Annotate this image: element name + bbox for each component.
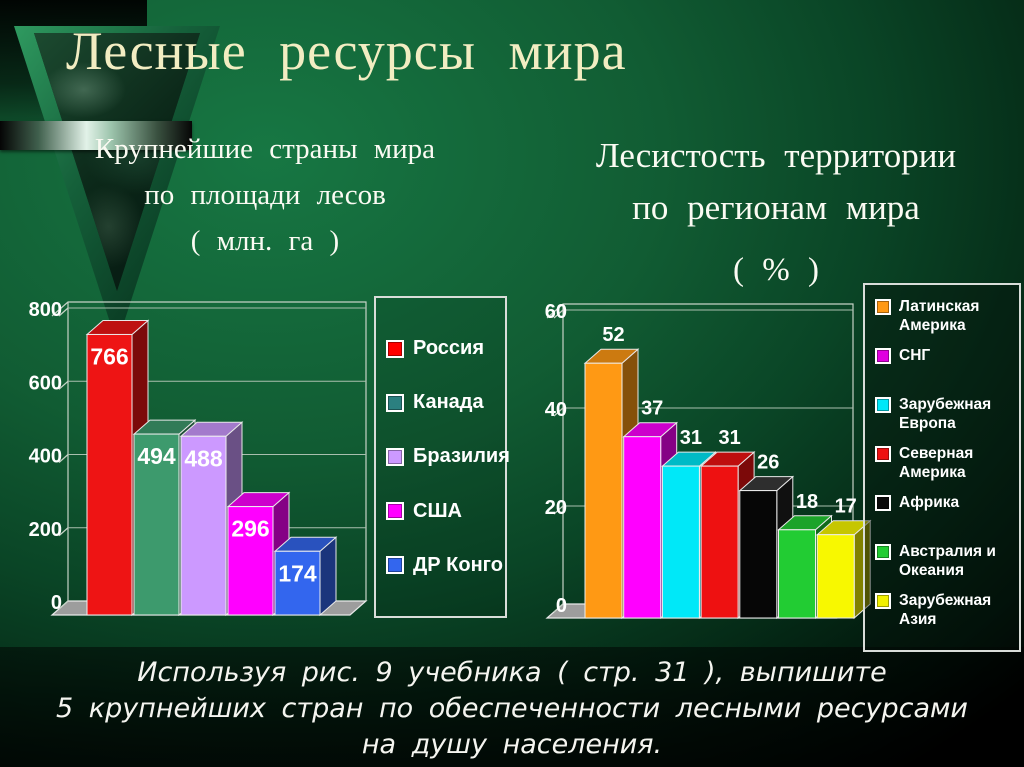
y-tick-label: 40 bbox=[545, 399, 567, 421]
forest-area-legend: Россия Канада Бразилия США ДР Конго bbox=[374, 296, 510, 618]
legend-item-4: Африка bbox=[875, 493, 1013, 542]
bar-value-label: 37 bbox=[641, 398, 663, 420]
legend-label: Бразилия bbox=[413, 445, 510, 468]
legend-label: Северная Америка bbox=[899, 445, 974, 481]
bar-0: 766 bbox=[85, 319, 150, 617]
y-tick-label: 60 bbox=[545, 301, 567, 323]
legend-item-4: ДР Конго bbox=[386, 554, 505, 577]
slide-title: Лесные ресурсы мира bbox=[66, 21, 627, 81]
legend-swatch-icon bbox=[875, 544, 891, 560]
legend-item-0: Латинская Америка bbox=[875, 297, 1013, 346]
legend-item-3: США bbox=[386, 500, 505, 523]
bar-value-label: 26 bbox=[757, 452, 779, 474]
axis-tick bbox=[553, 603, 564, 613]
chart-title-line: Лесистость территории bbox=[595, 136, 957, 175]
legend-item-2: Бразилия bbox=[386, 445, 510, 468]
bar-value-label: 18 bbox=[796, 491, 818, 513]
bar-value-label: 31 bbox=[718, 427, 740, 449]
legend-label: ДР Конго bbox=[413, 553, 503, 576]
bar-6: 17 bbox=[815, 496, 872, 620]
legend-label: СНГ bbox=[899, 347, 931, 364]
chart-title-line: по регионам мира bbox=[632, 188, 920, 227]
legend-item-1: Канада bbox=[386, 391, 505, 414]
task-text-line: Используя рис. 9 учебника ( стр. 31 ), в… bbox=[137, 657, 887, 688]
legend-item-5: Австралия и Океания bbox=[875, 542, 1013, 591]
y-tick-label: 0 bbox=[556, 595, 567, 617]
chart-wall bbox=[51, 301, 367, 601]
bar-value-label: 296 bbox=[231, 516, 269, 542]
axis-tick bbox=[58, 307, 69, 317]
bar-value-label: 766 bbox=[90, 343, 128, 369]
axis-tick bbox=[553, 407, 564, 417]
bar-chart-canvas: 0 20 40 60 52 37 31 31 26 18 17 bbox=[545, 301, 872, 620]
decor-gradient-bar bbox=[0, 121, 192, 150]
axis-tick bbox=[553, 505, 564, 515]
bottom-band bbox=[0, 647, 1024, 767]
legend-label: Африка bbox=[899, 494, 960, 511]
legend-swatch-icon bbox=[386, 556, 404, 575]
axis-tick bbox=[58, 600, 69, 610]
y-tick-label: 20 bbox=[545, 497, 567, 519]
chart-title-line: по площади лесов bbox=[144, 179, 386, 211]
y-tick-label: 400 bbox=[29, 446, 62, 468]
legend-label: Австралия и Океания bbox=[899, 543, 996, 579]
axis-tick bbox=[58, 380, 69, 390]
legend-swatch-icon bbox=[875, 348, 891, 364]
legend-label: Канада bbox=[413, 391, 484, 414]
legend-item-1: СНГ bbox=[875, 346, 1013, 395]
bar-value-label: 174 bbox=[278, 560, 317, 586]
legend-item-6: Зарубежная Азия bbox=[875, 591, 1013, 640]
legend-label: Латинская Америка bbox=[899, 298, 980, 334]
legend-swatch-icon bbox=[386, 339, 404, 358]
legend-swatch-icon bbox=[875, 495, 891, 511]
y-tick-label: 200 bbox=[29, 519, 62, 541]
legend-item-0: Россия bbox=[386, 337, 505, 360]
forest-cover-chart: 0 20 40 60 52 37 31 31 26 18 17 bbox=[538, 288, 878, 638]
bar-4: 174 bbox=[273, 536, 338, 617]
axis-tick bbox=[553, 309, 564, 319]
legend-swatch-icon bbox=[386, 502, 404, 521]
chart-title-line: ( млн. га ) bbox=[190, 225, 340, 257]
legend-swatch-icon bbox=[386, 447, 404, 466]
legend-swatch-icon bbox=[875, 397, 891, 413]
chart-title-line: Крупнейшие страны мира bbox=[94, 133, 436, 165]
forest-area-chart: 0 200 400 600 800 766 494 488 296 174 bbox=[25, 293, 375, 633]
axis-tick bbox=[58, 527, 69, 537]
chart-title-line: ( % ) bbox=[733, 252, 819, 288]
forest-cover-legend: Латинская Америка СНГ Зарубежная Европа Сев… bbox=[863, 283, 1021, 652]
bar-chart-canvas: 0 200 400 600 800 766 494 488 296 174 bbox=[29, 299, 368, 617]
legend-label: Россия bbox=[413, 337, 485, 360]
bar-value-label: 494 bbox=[137, 443, 176, 469]
legend-label: США bbox=[413, 499, 462, 522]
legend-item-3: Северная Америка bbox=[875, 444, 1013, 493]
y-tick-label: 0 bbox=[51, 592, 62, 614]
forest-cover-chart-title: Лесистость территории по регионам мира (… bbox=[532, 130, 1020, 296]
task-text-line: 5 крупнейших стран по обеспеченности лес… bbox=[56, 693, 968, 724]
legend-swatch-icon bbox=[875, 299, 891, 315]
legend-swatch-icon bbox=[386, 393, 404, 412]
legend-label: Зарубежная Европа bbox=[899, 396, 992, 432]
y-tick-label: 800 bbox=[29, 299, 62, 321]
task-text: Используя рис. 9 учебника ( стр. 31 ), в… bbox=[0, 655, 1024, 763]
legend-swatch-icon bbox=[875, 446, 891, 462]
bar-value-label: 488 bbox=[184, 445, 223, 471]
forest-area-chart-title: Крупнейшие страны мира по площади лесов … bbox=[58, 126, 472, 264]
axis-tick bbox=[58, 454, 69, 463]
y-tick-label: 600 bbox=[29, 372, 62, 394]
bar-value-label: 31 bbox=[680, 427, 702, 449]
task-text-line: на душу населения. bbox=[361, 729, 663, 760]
bar-value-label: 52 bbox=[602, 324, 624, 346]
chart-wall bbox=[546, 303, 854, 604]
legend-item-2: Зарубежная Европа bbox=[875, 395, 1013, 444]
bar-3: 296 bbox=[226, 491, 291, 617]
legend-label: Зарубежная Азия bbox=[899, 592, 992, 628]
legend-swatch-icon bbox=[875, 593, 891, 609]
bar-value-label: 17 bbox=[835, 496, 857, 518]
